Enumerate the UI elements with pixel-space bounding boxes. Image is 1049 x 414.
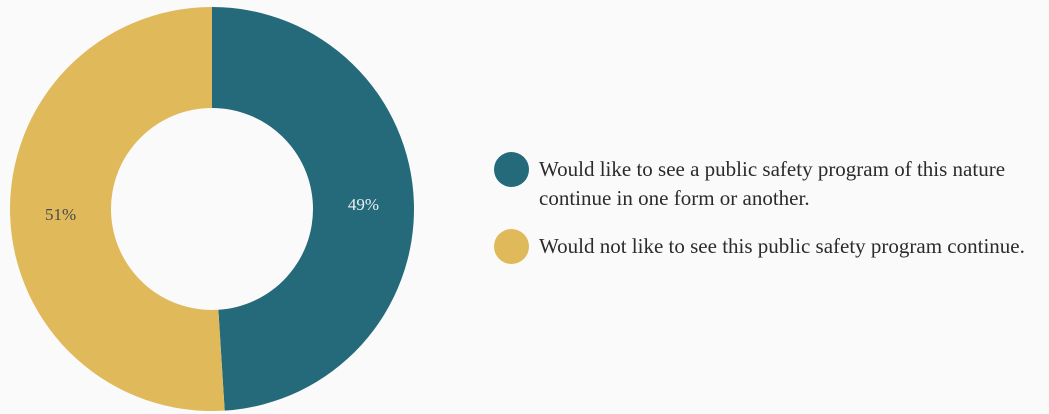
- legend-item-continue: Would like to see a public safety progra…: [494, 152, 1049, 213]
- donut-chart: 49% 51%: [10, 7, 415, 411]
- legend-item-not-continue: Would not like to see this public safety…: [494, 229, 1049, 264]
- legend-swatch-not-continue: [494, 229, 529, 264]
- legend-label-continue: Would like to see a public safety progra…: [539, 157, 1006, 210]
- legend-label-not-continue: Would not like to see this public safety…: [539, 234, 1025, 258]
- donut-slice-continue: [212, 7, 415, 411]
- slice-value-label-not-continue: 51%: [45, 205, 76, 224]
- donut-slice-labels: 49% 51%: [45, 195, 379, 224]
- donut-slice-not-continue: [10, 7, 225, 411]
- legend-swatch-continue: [494, 152, 529, 187]
- slice-value-label-continue: 49%: [348, 195, 379, 214]
- donut-slices: [10, 7, 415, 411]
- chart-legend: Would like to see a public safety progra…: [494, 152, 1049, 280]
